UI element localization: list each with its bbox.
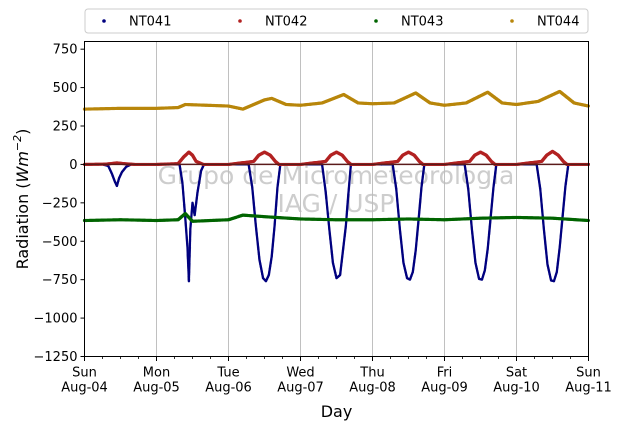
y-axis-label-unit: Wm [13, 151, 32, 182]
legend-box [84, 8, 589, 34]
y-tick-label: −500 [42, 235, 78, 250]
legend-label: NT044 [537, 15, 579, 30]
x-axis-label: Day [321, 402, 353, 421]
legend-marker [510, 19, 514, 23]
x-tick-label-day: Tue [216, 366, 239, 381]
y-tick-label: −250 [42, 196, 78, 211]
legend-item-NT044: NT044 [510, 15, 579, 30]
legend-label: NT041 [129, 15, 171, 30]
y-axis-label-close: ) [13, 129, 32, 135]
legend-label: NT042 [265, 15, 307, 30]
y-tick-label: 500 [53, 81, 78, 96]
x-tick-label-day: Fri [437, 366, 453, 381]
y-tick-label: 250 [53, 120, 78, 135]
legend: NT041 NT042 NT043 NT044 [84, 8, 589, 34]
y-tick-label: −1250 [34, 350, 78, 365]
x-tick-label-day: Wed [286, 366, 314, 381]
legend-marker [102, 19, 106, 23]
x-tick-label-date: Aug-05 [133, 381, 180, 396]
y-axis: 750 500 250 0 −250 −500 −750 −1000 −1250 [34, 43, 85, 365]
x-tick-label-date: Aug-08 [349, 381, 396, 396]
legend-item-NT043: NT043 [374, 15, 443, 30]
legend-label: NT043 [401, 15, 443, 30]
grid-lines [156, 41, 517, 357]
series-NT044 [82, 89, 590, 111]
y-axis-label: Radiation (Wm−2) [11, 129, 32, 270]
x-tick-label-day: Sun [72, 366, 97, 381]
legend-marker [238, 19, 242, 23]
x-axis: SunAug-04MonAug-05TueAug-06WedAug-07ThuA… [61, 356, 612, 396]
plot-frame [84, 41, 589, 357]
y-tick-label: −1000 [34, 312, 78, 327]
x-tick-label-date: Aug-10 [493, 381, 540, 396]
x-tick-label-date: Aug-09 [421, 381, 468, 396]
y-axis-label-exponent: −2 [11, 135, 24, 151]
y-tick-label: −750 [42, 273, 78, 288]
x-tick-label-date: Aug-06 [205, 381, 252, 396]
data-series [82, 89, 590, 283]
x-tick-label-day: Sat [506, 366, 527, 381]
legend-marker [374, 19, 378, 23]
y-axis-label-main: Radiation ( [13, 182, 32, 269]
series-NT043 [82, 212, 590, 223]
x-tick-label-date: Aug-11 [565, 381, 612, 396]
x-tick-label-date: Aug-07 [277, 381, 324, 396]
watermark-line: IAG / USP [278, 189, 395, 218]
legend-item-NT041: NT041 [102, 15, 171, 30]
x-tick-label-day: Mon [143, 366, 170, 381]
x-tick-label-day: Sun [576, 366, 601, 381]
y-tick-label: 0 [69, 158, 77, 173]
legend-item-NT042: NT042 [238, 15, 307, 30]
y-tick-label: 750 [53, 43, 78, 58]
x-tick-label-date: Aug-04 [61, 381, 108, 396]
x-tick-label-day: Thu [359, 366, 384, 381]
